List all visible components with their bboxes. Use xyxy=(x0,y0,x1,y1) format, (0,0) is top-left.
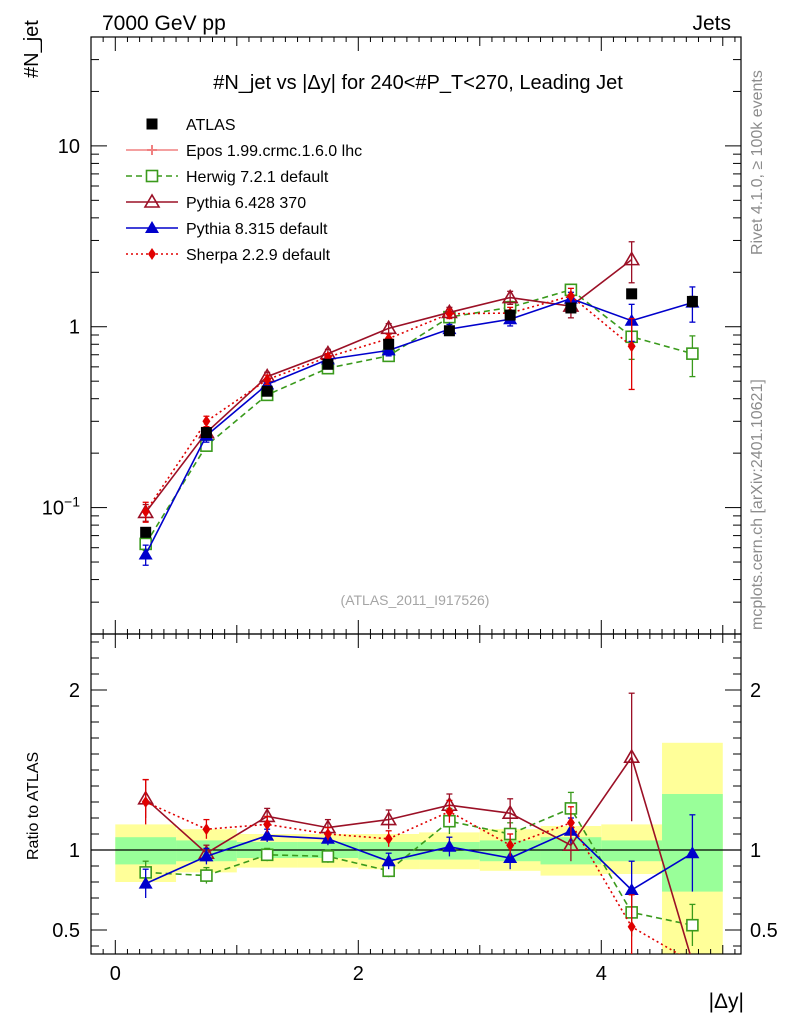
main-ylabel: #N_jet xyxy=(21,20,43,78)
x-tick-label: 4 xyxy=(596,963,607,985)
ratio-y-tick-label: 0.5 xyxy=(52,920,80,942)
point-atlas xyxy=(686,295,698,307)
legend-marker-py6 xyxy=(143,193,161,208)
ratio-y-tick-label: 1 xyxy=(69,840,80,862)
point-atlas xyxy=(322,358,334,370)
point-py8 xyxy=(138,547,153,560)
ratio-point-sherpa xyxy=(202,823,211,836)
point-atlas xyxy=(261,385,273,397)
point-sherpa xyxy=(141,505,150,518)
ratio-point-py8 xyxy=(199,849,214,862)
ratio-point-py8 xyxy=(260,828,275,841)
y-tick-label: 1 xyxy=(69,317,80,339)
ratio-point-py8 xyxy=(442,839,457,852)
point-herwig xyxy=(686,347,699,360)
legend-label-epos: Epos 1.99.crmc.1.6.0 lhc xyxy=(186,143,362,160)
ratio-ylabel: Ratio to ATLAS xyxy=(25,752,42,860)
ratio-point-sherpa xyxy=(141,796,150,808)
legend-label-py6: Pythia 6.428 370 xyxy=(186,195,306,212)
ratio-point-sherpa xyxy=(323,828,332,840)
legend-label-herwig: Herwig 7.2.1 default xyxy=(186,169,329,186)
point-py6 xyxy=(623,251,641,266)
ratio-y-tick-label-right: 1 xyxy=(750,840,761,862)
ratio-point-sherpa xyxy=(627,920,636,933)
series-line-py8 xyxy=(144,297,693,555)
point-py6 xyxy=(501,288,519,304)
point-atlas xyxy=(504,309,516,321)
ratio-point-py6 xyxy=(501,804,519,820)
data-band-green xyxy=(601,840,663,862)
series-line-py6 xyxy=(145,258,633,513)
x-tick-label: 0 xyxy=(110,963,121,985)
ratio-point-py8 xyxy=(624,883,639,895)
ratio-point-sherpa xyxy=(384,832,393,845)
ratio-y-tick-label: 2 xyxy=(69,680,80,702)
ratio-point-herwig xyxy=(686,918,699,932)
ratio-point-herwig xyxy=(200,869,213,882)
rivet-label: Rivet 4.1.0, ≥ 100k events xyxy=(749,70,766,255)
legend-marker-herwig xyxy=(145,169,159,183)
ratio-point-py6 xyxy=(562,836,580,852)
ratio-point-sherpa xyxy=(263,818,272,831)
watermark: (ATLAS_2011_I917526) xyxy=(341,592,490,608)
mcplots-label: mcplots.cern.ch [arXiv:2401.10621] xyxy=(749,379,766,630)
legend-label-atlas: ATLAS xyxy=(186,117,236,134)
ratio-line-sherpa xyxy=(145,801,681,954)
point-sherpa xyxy=(263,373,272,386)
ratio-y-tick-label-right: 0.5 xyxy=(750,920,778,942)
point-sherpa xyxy=(445,307,454,320)
point-sherpa xyxy=(627,340,636,353)
y-tick-label: 10 xyxy=(58,136,80,158)
ratio-point-py8 xyxy=(503,851,518,863)
point-atlas xyxy=(200,427,212,439)
legend-label-py8: Pythia 8.315 default xyxy=(186,221,328,238)
ratio-point-herwig xyxy=(260,848,274,862)
ratio-point-py6 xyxy=(380,811,398,826)
point-atlas xyxy=(383,338,395,350)
header-right: Jets xyxy=(692,12,731,35)
legend-marker-epos xyxy=(147,145,157,155)
series-line-herwig xyxy=(144,288,693,545)
ratio-point-sherpa xyxy=(566,816,575,829)
ratio-frame xyxy=(90,633,742,955)
x-tick-label: 2 xyxy=(353,963,364,985)
main-title: #N_jet vs |Δy| for 240<#P_T<270, Leading… xyxy=(213,72,623,94)
ratio-line-py6 xyxy=(145,755,691,954)
ratio-y-tick-label-right: 2 xyxy=(750,680,761,702)
point-atlas xyxy=(565,302,577,314)
ratio-point-herwig xyxy=(321,850,335,863)
ratio-line-py8 xyxy=(145,829,693,892)
legend-marker-sherpa xyxy=(148,248,156,260)
y-tick-label: 10−1 xyxy=(42,494,80,520)
legend-label-sherpa: Sherpa 2.2.9 default xyxy=(186,247,331,264)
legend-marker-atlas xyxy=(146,118,158,130)
ratio-point-py6 xyxy=(623,748,641,764)
ratio-point-py8 xyxy=(381,854,396,867)
ratio-xlabel: |Δy| xyxy=(709,990,744,1013)
data-band-green xyxy=(115,837,177,865)
header-left: 7000 GeV pp xyxy=(102,12,226,35)
legend-marker-py8 xyxy=(145,221,159,233)
point-atlas xyxy=(443,325,455,337)
point-sherpa xyxy=(566,289,575,302)
ratio-point-py8 xyxy=(138,876,153,889)
point-atlas xyxy=(626,288,638,300)
ratio-point-py8 xyxy=(685,846,700,859)
ratio-point-sherpa xyxy=(445,805,454,818)
ratio-point-sherpa xyxy=(506,839,515,852)
point-sherpa xyxy=(202,415,211,428)
point-atlas xyxy=(140,526,152,538)
